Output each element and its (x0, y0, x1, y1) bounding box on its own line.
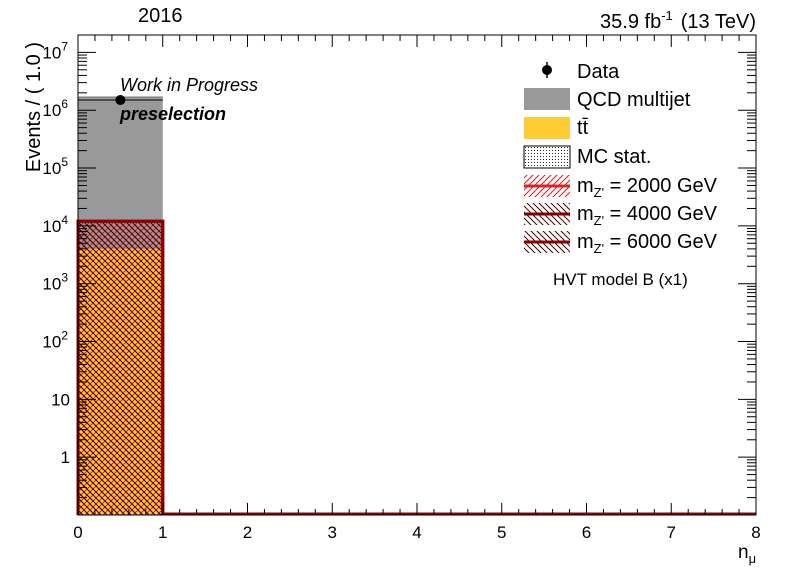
histogram-bars (76, 96, 756, 516)
x-tick-label: 3 (328, 523, 337, 542)
y-tick-label: 106 (42, 97, 68, 120)
y-axis-title: Events / ( 1.0 ) (23, 42, 45, 172)
legend-entry-zp4000: mZ' = 4000 GeV (524, 203, 718, 228)
year-label: 2016 (138, 5, 183, 27)
legend-swatch-mcstat (523, 145, 571, 169)
x-tick-label: 2 (243, 523, 252, 542)
status-label: Work in Progress (120, 75, 258, 95)
data-point-0 (115, 95, 126, 106)
x-tick-label: 0 (73, 523, 82, 542)
legend-entry-data: Data (542, 61, 620, 83)
signal-hatch-2-bin-0 (78, 221, 163, 515)
legend-note: HVT model B (x1) (553, 270, 688, 289)
legend-label-ttbar: tt̄ (577, 117, 589, 139)
legend-entry-zp2000: mZ' = 2000 GeV (524, 175, 718, 200)
y-axis-ticks: 1 10 102 103 104 105 106 107 (42, 34, 756, 516)
legend-label-zp6000: mZ' = 6000 GeV (577, 231, 718, 256)
legend-label-mcstat: MC stat. (577, 146, 651, 168)
legend-swatch-qcd (524, 88, 570, 110)
legend-swatch-ttbar (524, 117, 570, 139)
legend: Data QCD multijet tt̄ MC stat. mZ' = 200… (523, 61, 718, 289)
x-tick-label: 8 (751, 523, 760, 542)
legend-entry-zp6000: mZ' = 6000 GeV (524, 231, 718, 256)
y-tick-label: 105 (42, 155, 68, 178)
legend-label-zp4000: mZ' = 4000 GeV (577, 203, 718, 228)
selection-label: preselection (119, 104, 226, 124)
y-tick-label: 10 (51, 390, 70, 409)
legend-entry-qcd: QCD multijet (524, 88, 691, 111)
y-tick-label: 1 (61, 448, 70, 467)
y-tick-label: 102 (42, 329, 68, 352)
x-axis-title: nμ (738, 542, 756, 566)
y-tick-label: 103 (42, 271, 68, 294)
legend-entry-mcstat: MC stat. (523, 145, 651, 169)
x-axis-ticks: 0 1 2 3 4 5 6 7 8 (73, 35, 761, 542)
lumi-label: 35.9 fb-1 (13 TeV) (600, 8, 756, 33)
y-tick-label: 104 (42, 213, 68, 236)
legend-label-qcd: QCD multijet (577, 89, 691, 111)
x-tick-label: 7 (667, 523, 676, 542)
data-markers (78, 95, 163, 106)
x-tick-label: 4 (412, 523, 421, 542)
x-tick-label: 5 (497, 523, 506, 542)
x-tick-label: 6 (582, 523, 591, 542)
y-tick-label: 107 (42, 39, 68, 62)
x-tick-label: 1 (158, 523, 167, 542)
legend-label-zp2000: mZ' = 2000 GeV (577, 175, 718, 200)
legend-entry-ttbar: tt̄ (524, 117, 589, 139)
legend-label-data: Data (577, 61, 620, 83)
